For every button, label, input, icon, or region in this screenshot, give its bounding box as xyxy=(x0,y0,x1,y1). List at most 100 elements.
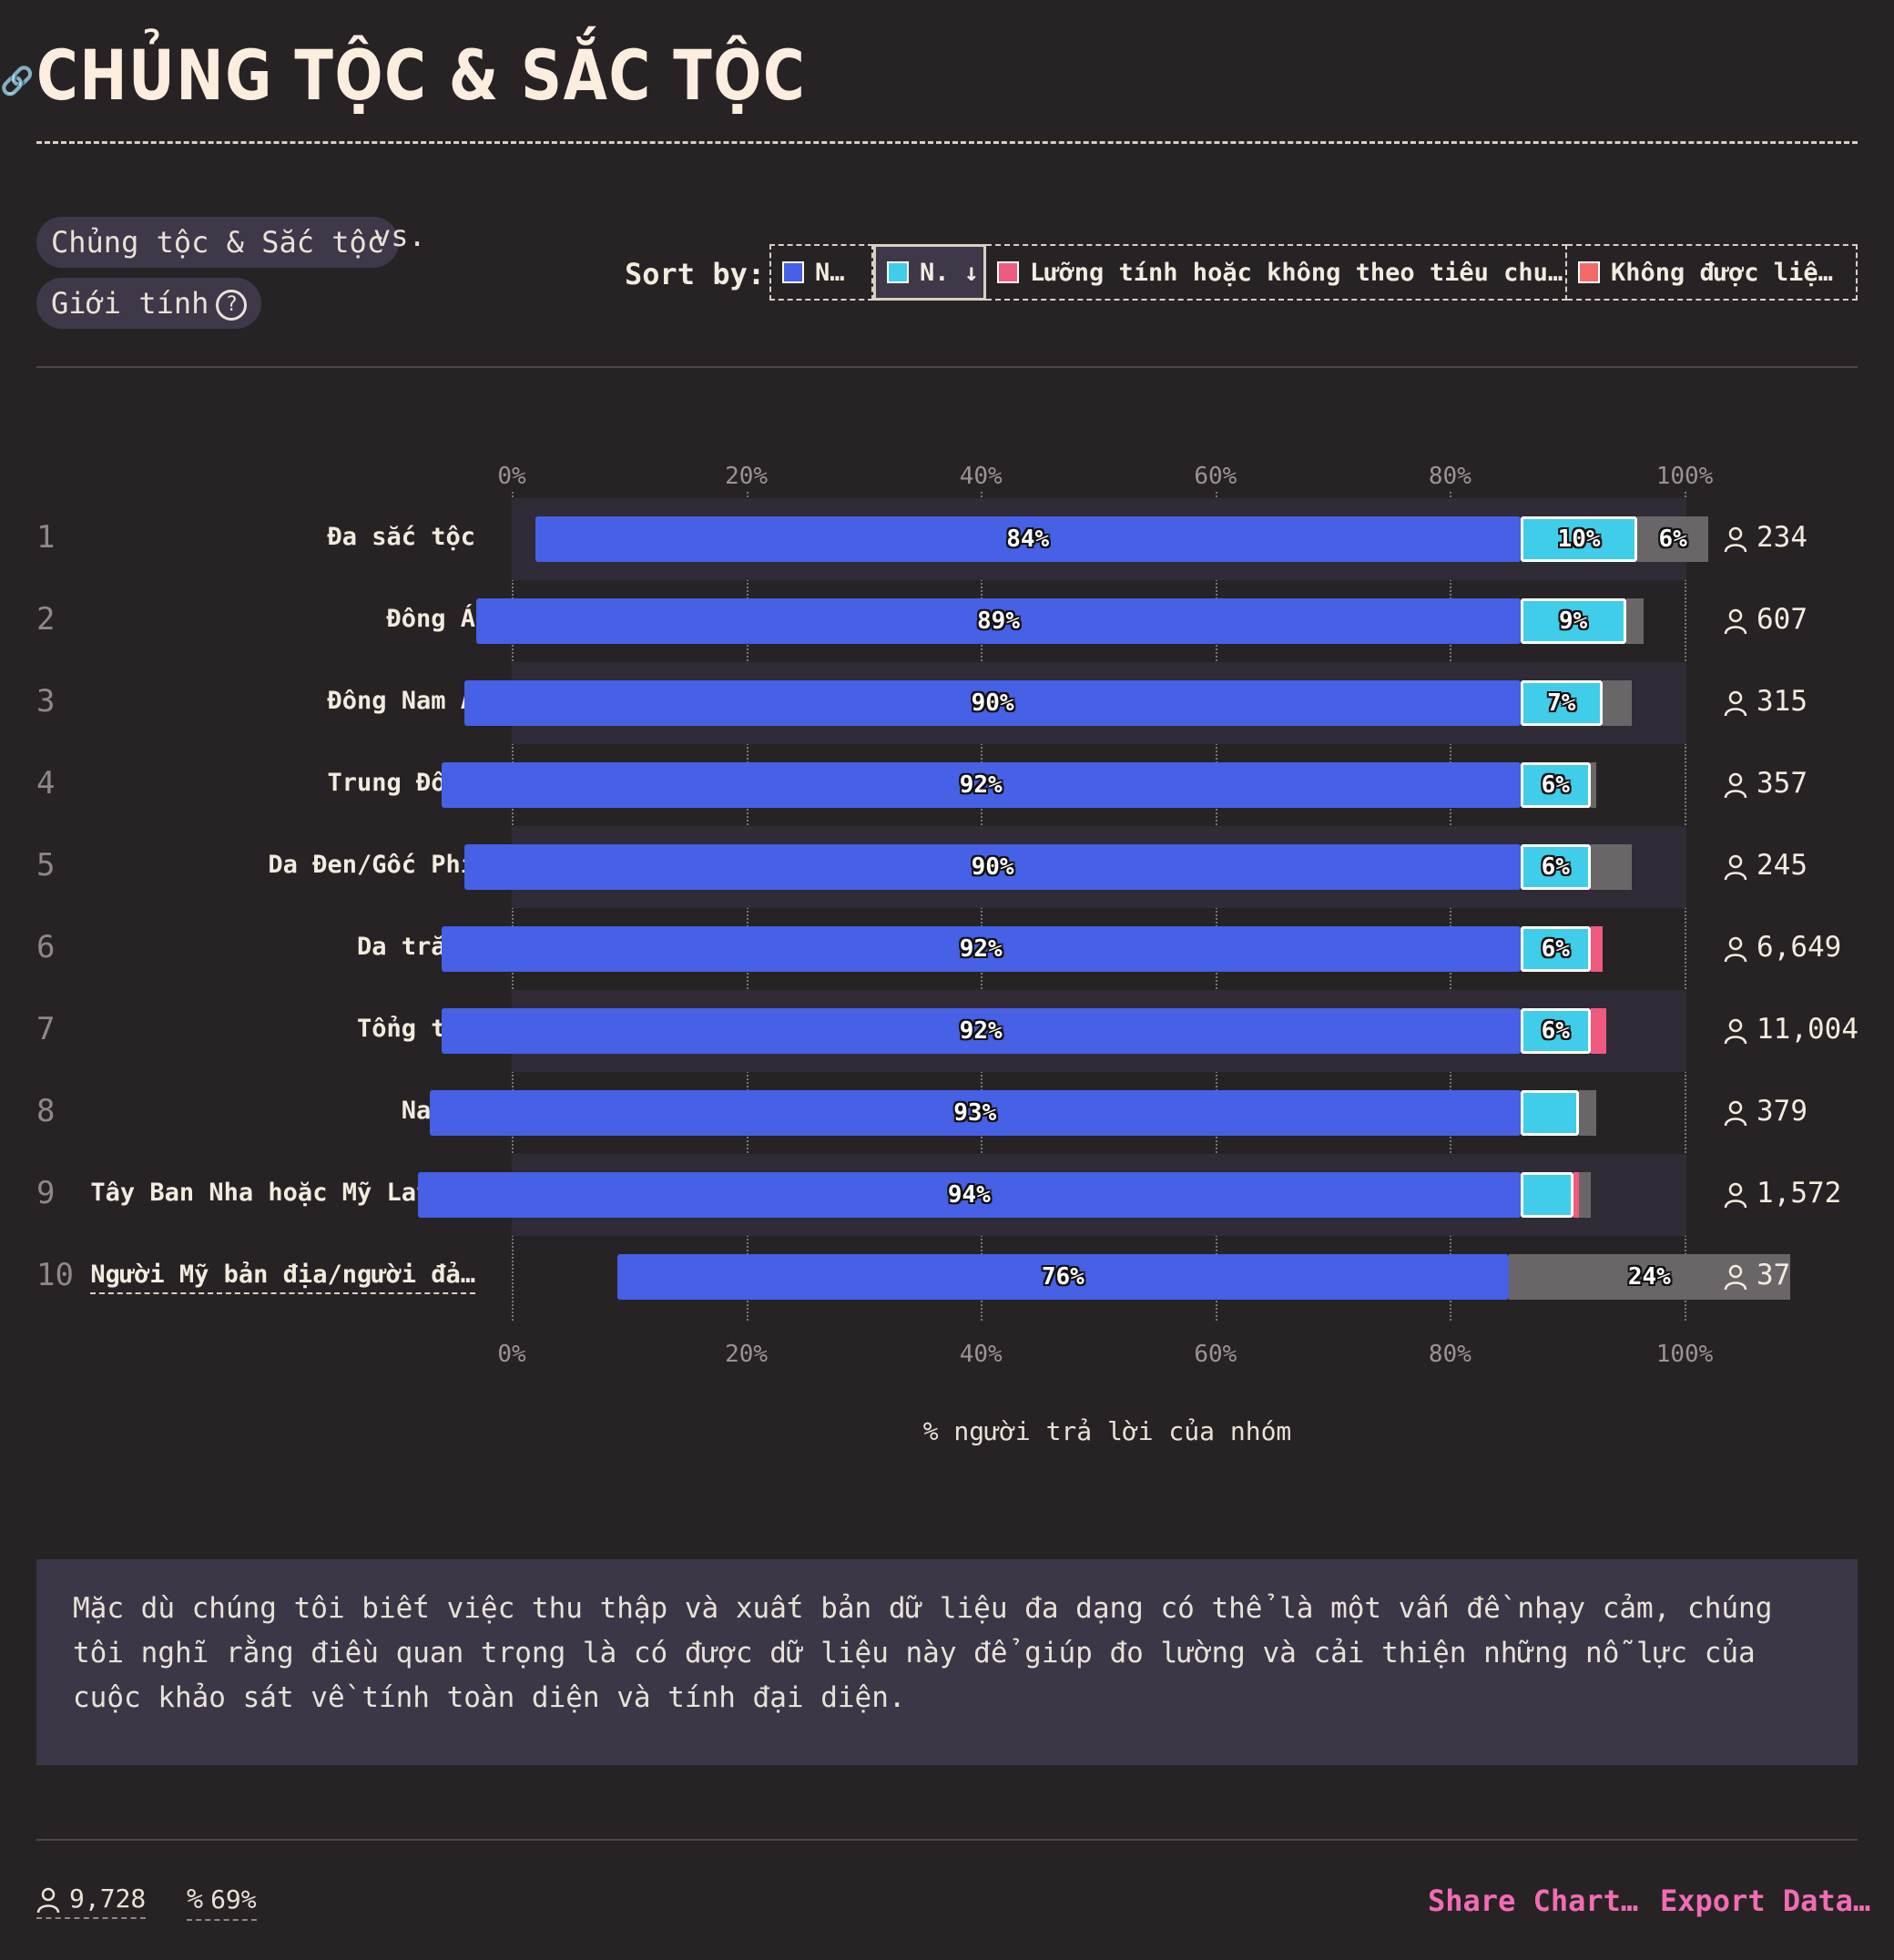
sort-option-3[interactable]: Lưỡng tính hoặc không theo tiêu chu… xyxy=(986,244,1567,301)
row-count: 607 xyxy=(1724,603,1807,636)
swatch-red xyxy=(1578,261,1600,283)
row-rank: 4 xyxy=(36,765,56,801)
sort-options: N… N. ↓ Lưỡng tính hoặc không theo tiêu … xyxy=(769,244,1858,301)
row-label: Đông Nam Á xyxy=(327,687,475,715)
bar-segment-cyan xyxy=(1520,1090,1580,1136)
row-count: 245 xyxy=(1724,849,1807,882)
x-axis-title: % người trả lời của nhóm xyxy=(922,1416,1292,1446)
x-tick-label-top: 80% xyxy=(1428,463,1471,490)
share-chart-link[interactable]: Share Chart… xyxy=(1428,1883,1639,1918)
bar-segment-blue xyxy=(441,1008,1521,1054)
vs-label: vs. xyxy=(373,219,426,253)
row-count: 234 xyxy=(1724,521,1807,554)
bar-segment-cyan xyxy=(1520,926,1591,972)
bar-segment-pink xyxy=(1573,1172,1580,1218)
bar-value-gray: 24% xyxy=(1627,1263,1671,1291)
sort-option-1[interactable]: N… xyxy=(769,244,873,301)
bar-value-cyan: 10% xyxy=(1557,526,1601,553)
title-divider xyxy=(36,141,1858,144)
row-label: Da Đen/Gốc Phi xyxy=(268,851,475,879)
bar-segment-pink xyxy=(1590,926,1603,972)
row-rank: 7 xyxy=(36,1011,56,1047)
bar-segment-gray xyxy=(1637,516,1708,562)
footer-divider xyxy=(36,1839,1858,1841)
bar-segment-gray xyxy=(1508,1254,1790,1300)
bar-value-cyan: 6% xyxy=(1541,853,1570,881)
sort-label: Sort by: xyxy=(625,257,766,291)
total-respondents[interactable]: 9,728 xyxy=(36,1883,147,1919)
primary-filter-chip[interactable]: Chủng tộc & Sắc tộc xyxy=(36,217,400,268)
bar-segment-blue xyxy=(441,762,1521,808)
sort-option-label: N… xyxy=(815,258,845,287)
bar-value-blue: 90% xyxy=(971,853,1014,881)
bar-segment-blue xyxy=(464,680,1521,726)
person-icon xyxy=(1724,1018,1747,1044)
x-tick-label-bottom: 100% xyxy=(1655,1341,1714,1368)
bar-value-blue: 89% xyxy=(977,607,1020,635)
response-percent[interactable]: % 69% xyxy=(187,1883,257,1921)
row-rank: 8 xyxy=(36,1093,56,1129)
bar-value-blue: 90% xyxy=(971,689,1014,717)
row-label[interactable]: Người Mỹ bản địa/người đả… xyxy=(90,1261,475,1294)
row-rank: 1 xyxy=(36,519,56,556)
response-percent-value: 69% xyxy=(210,1884,257,1914)
person-icon xyxy=(1724,1182,1747,1208)
row-rank: 9 xyxy=(36,1175,56,1211)
x-tick-label-top: 40% xyxy=(959,463,1003,490)
row-count-value: 379 xyxy=(1757,1095,1807,1128)
bar-value-cyan: 6% xyxy=(1541,771,1570,799)
header-divider xyxy=(36,366,1858,368)
row-rank: 6 xyxy=(36,929,56,965)
x-tick-label-bottom: 0% xyxy=(497,1341,526,1368)
bar-segment-gray xyxy=(1579,1090,1597,1136)
bar-segment-gray xyxy=(1590,762,1597,808)
sort-option-2[interactable]: N. ↓ xyxy=(873,244,986,301)
sort-option-label: Không được liệ… xyxy=(1611,258,1833,287)
x-tick-label-top: 20% xyxy=(725,463,769,490)
row-count: 379 xyxy=(1724,1095,1807,1128)
row-rank: 3 xyxy=(36,683,56,720)
person-icon xyxy=(1724,1100,1747,1126)
bar-value-blue: 94% xyxy=(947,1181,991,1209)
person-icon xyxy=(36,1887,60,1914)
bar-segment-cyan xyxy=(1520,516,1638,562)
info-note: Mặc dù chúng tôi biết việc thu thập và x… xyxy=(36,1559,1858,1765)
bar-value-cyan: 6% xyxy=(1541,1017,1570,1045)
bar-segment-cyan xyxy=(1520,680,1603,726)
x-tick-label-bottom: 60% xyxy=(1194,1341,1237,1368)
bar-segment-gray xyxy=(1590,844,1633,890)
swatch-cyan xyxy=(887,261,909,283)
bar-segment-cyan xyxy=(1520,762,1591,808)
secondary-filter-chip[interactable]: Giới tính? xyxy=(36,278,262,329)
help-icon[interactable]: ? xyxy=(216,290,248,321)
bar-segment-cyan xyxy=(1520,1008,1591,1054)
percent-icon: % xyxy=(187,1883,204,1915)
row-count: 1,572 xyxy=(1724,1177,1841,1210)
bar-segment-gray xyxy=(1602,680,1633,726)
row-count-value: 11,004 xyxy=(1757,1013,1858,1046)
sort-option-label: N. ↓ xyxy=(920,258,980,287)
bar-segment-blue xyxy=(616,1254,1509,1300)
export-data-link[interactable]: Export Data… xyxy=(1660,1883,1871,1918)
bar-segment-pink xyxy=(1590,1008,1606,1054)
person-icon xyxy=(1724,936,1747,962)
bar-value-blue: 92% xyxy=(959,935,1003,963)
person-icon xyxy=(1724,690,1747,716)
bar-segment-cyan xyxy=(1520,598,1626,644)
bar-value-blue: 92% xyxy=(959,771,1003,799)
row-count: 11,004 xyxy=(1724,1013,1858,1046)
sort-option-4[interactable]: Không được liệ… xyxy=(1567,244,1858,301)
bar-value-cyan: 6% xyxy=(1541,935,1570,963)
bar-value-blue: 76% xyxy=(1041,1263,1084,1291)
person-icon xyxy=(1724,608,1747,634)
secondary-filter-label: Giới tính xyxy=(51,286,209,321)
person-icon xyxy=(1724,1264,1747,1290)
link-icon[interactable]: 🔗 xyxy=(0,66,35,97)
row-label: Đa sắc tộc xyxy=(327,523,475,551)
bar-segment-blue xyxy=(476,598,1521,644)
row-count-value: 37 xyxy=(1757,1259,1791,1291)
total-respondents-value: 9,728 xyxy=(69,1883,147,1914)
row-rank: 5 xyxy=(36,847,56,883)
x-tick-label-top: 100% xyxy=(1655,463,1714,490)
x-tick-label-top: 60% xyxy=(1194,463,1237,490)
